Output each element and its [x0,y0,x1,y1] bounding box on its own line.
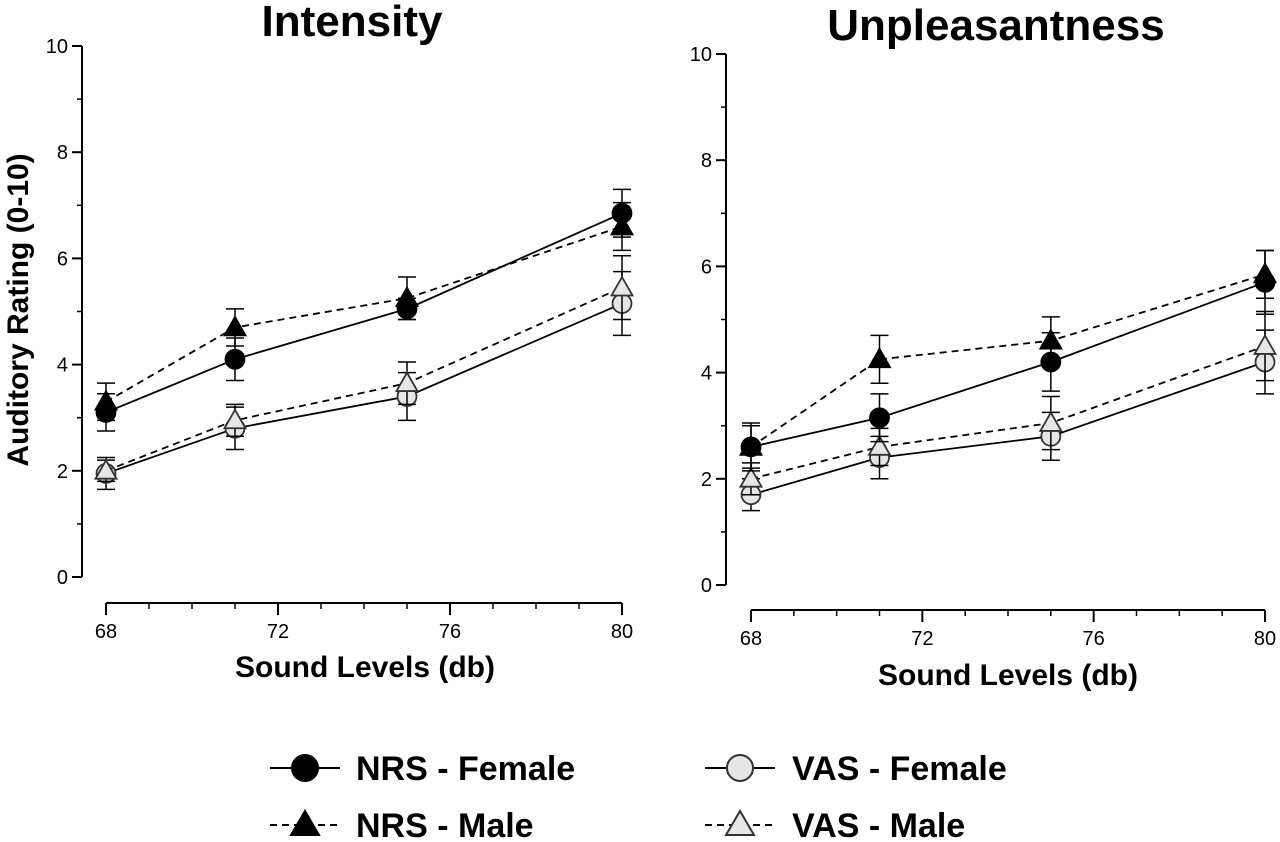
data-point-nrs-male [93,389,119,411]
x-tick-label-intensity: 68 [95,621,117,643]
legend-label-nrs-male: NRS - Male [356,807,534,842]
y-tick-label-intensity: 2 [57,461,68,483]
series-line-vas-male [750,345,1266,480]
chart-unpleasantness: Unpleasantness Sound Levels (db) 0246810… [690,1,1278,692]
data-point-nrs-male [1252,262,1278,284]
data-point-vas-male [93,458,119,480]
data-point-vas-male [738,466,764,488]
series-line-vas-male [105,286,623,472]
y-tick-label-unpleasantness: 0 [701,575,712,597]
series-line-nrs-female [750,281,1266,448]
chart-title-intensity: Intensity [262,0,443,46]
y-tick-label-intensity: 4 [57,355,68,377]
legend-marker [726,754,754,782]
y-tick-label-unpleasantness: 4 [701,363,712,385]
series-line-vas-female [105,302,623,475]
series-vas-female-intensity [95,270,633,491]
series-vas-male-unpleasantness [738,310,1278,496]
x-tick-label-unpleasantness: 72 [911,628,933,650]
data-point-nrs-female [869,407,890,429]
y-tick-label-unpleasantness: 8 [701,150,712,172]
legend: NRS - Female NRS - Male VAS - Female VAS… [270,750,1007,842]
data-point-nrs-male [394,285,420,308]
x-tick-label-intensity: 80 [611,621,633,643]
series-nrs-female-intensity [95,188,633,432]
y-tick-label-intensity: 0 [57,567,68,589]
data-point-vas-male [1038,410,1063,432]
y-tick-label-intensity: 10 [46,36,68,58]
x-axis-title-unpleasantness: Sound Levels (db) [878,659,1138,692]
x-tick-label-unpleasantness: 68 [740,628,762,650]
legend-label-vas-male: VAS - Male [792,807,965,842]
legend-swatch-vas-male [705,809,775,836]
x-axis-title-intensity: Sound Levels (db) [235,651,495,684]
x-tick-label-unpleasantness: 80 [1254,628,1276,650]
series-nrs-female-unpleasantness [740,249,1276,472]
x-tick-label-intensity: 72 [267,621,289,643]
legend-swatch-nrs-male [270,809,340,836]
series-vas-male-intensity [93,254,635,483]
x-tick-label-intensity: 76 [439,621,461,643]
legend-label-vas-female: VAS - Female [792,750,1007,788]
legend-item-nrs-female: NRS - Female [270,750,575,788]
legend-marker [291,754,319,782]
y-tick-label-unpleasantness: 2 [701,469,712,491]
data-point-nrs-male [867,347,892,369]
y-tick-label-unpleasantness: 6 [701,256,712,278]
data-point-vas-male [867,434,892,456]
x-tick-label-unpleasantness: 76 [1083,628,1105,650]
y-tick-label-intensity: 8 [57,142,68,164]
data-point-vas-male [609,275,635,297]
data-point-vas-male [394,370,420,392]
series-line-nrs-male [105,225,623,403]
series-line-vas-female [750,361,1266,496]
data-point-vas-male [222,408,248,430]
chart-title-unpleasantness: Unpleasantness [827,1,1164,50]
series-line-nrs-male [750,273,1266,448]
series-nrs-male-unpleasantness [738,249,1278,469]
data-point-nrs-male [738,434,764,456]
series-layer-intensity [93,188,635,491]
data-point-nrs-male [609,214,635,236]
legend-label-nrs-female: NRS - Female [356,750,575,788]
data-point-nrs-male [222,315,248,337]
legend-swatch-vas-female [705,754,775,782]
series-line-nrs-female [105,212,623,414]
series-nrs-male-intensity [93,201,635,422]
data-point-nrs-male [1038,328,1063,350]
legend-marker [724,809,756,836]
legend-item-vas-male: VAS - Male [705,807,965,842]
legend-marker [289,809,321,836]
legend-swatch-nrs-female [270,754,340,782]
chart-intensity: Intensity Auditory Rating (0-10) Sound L… [2,0,635,684]
y-tick-label-intensity: 6 [57,248,68,270]
data-point-nrs-female [224,348,246,370]
series-layer-unpleasantness [738,249,1278,512]
y-axis-title: Auditory Rating (0-10) [2,153,35,466]
y-tick-label-unpleasantness: 10 [690,44,712,66]
data-point-vas-male [1252,333,1278,355]
series-vas-female-unpleasantness [740,329,1276,512]
legend-item-vas-female: VAS - Female [705,750,1007,788]
legend-item-nrs-male: NRS - Male [270,807,534,842]
